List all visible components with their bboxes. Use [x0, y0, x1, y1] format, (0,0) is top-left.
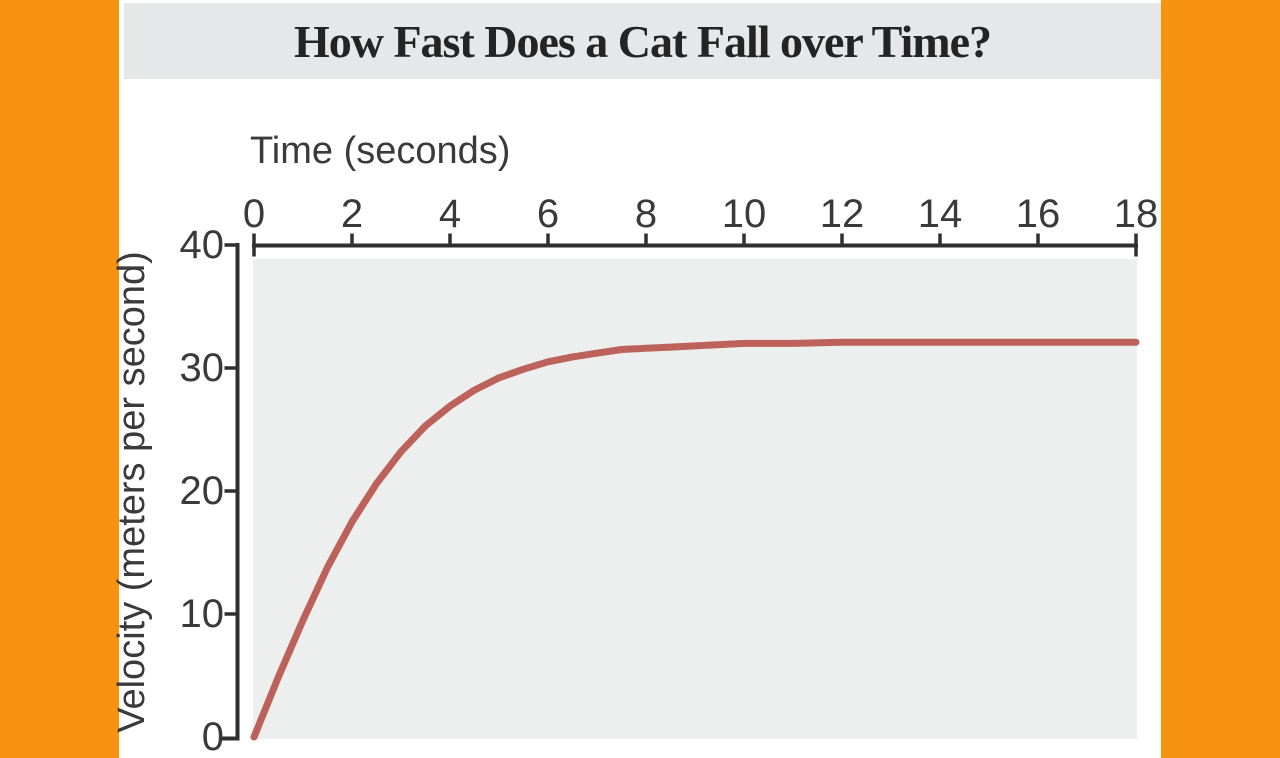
x-tick-label: 8 [635, 192, 657, 236]
x-tick-label: 6 [537, 192, 559, 236]
y-tick-label: 10 [180, 592, 225, 636]
y-tick-label: 20 [180, 469, 225, 513]
chart-title: How Fast Does a Cat Fall over Time? [293, 15, 992, 67]
velocity-curve [250, 338, 1140, 741]
x-tick-label: 10 [722, 192, 767, 236]
x-tick-label: 14 [918, 192, 963, 236]
x-tick-label: 4 [439, 192, 461, 236]
y-axis-title: Velocity (meters per second) [111, 251, 153, 733]
x-tick-label: 12 [820, 192, 865, 236]
y-tick-label: 40 [180, 223, 225, 267]
y-tick-label: 30 [180, 346, 225, 390]
chart-title-band: How Fast Does a Cat Fall over Time? [124, 3, 1161, 79]
x-tick-label: 16 [1016, 192, 1061, 236]
plot-area [253, 259, 1137, 739]
left-orange-border [0, 0, 119, 758]
right-orange-border [1161, 0, 1280, 758]
x-tick-label: 18 [1114, 192, 1159, 236]
x-tick-label: 2 [341, 192, 363, 236]
x-tick-label: 0 [243, 192, 265, 236]
x-axis-title: Time (seconds) [250, 130, 510, 172]
y-axis-line [222, 243, 240, 741]
y-tick-label: 0 [202, 715, 224, 758]
